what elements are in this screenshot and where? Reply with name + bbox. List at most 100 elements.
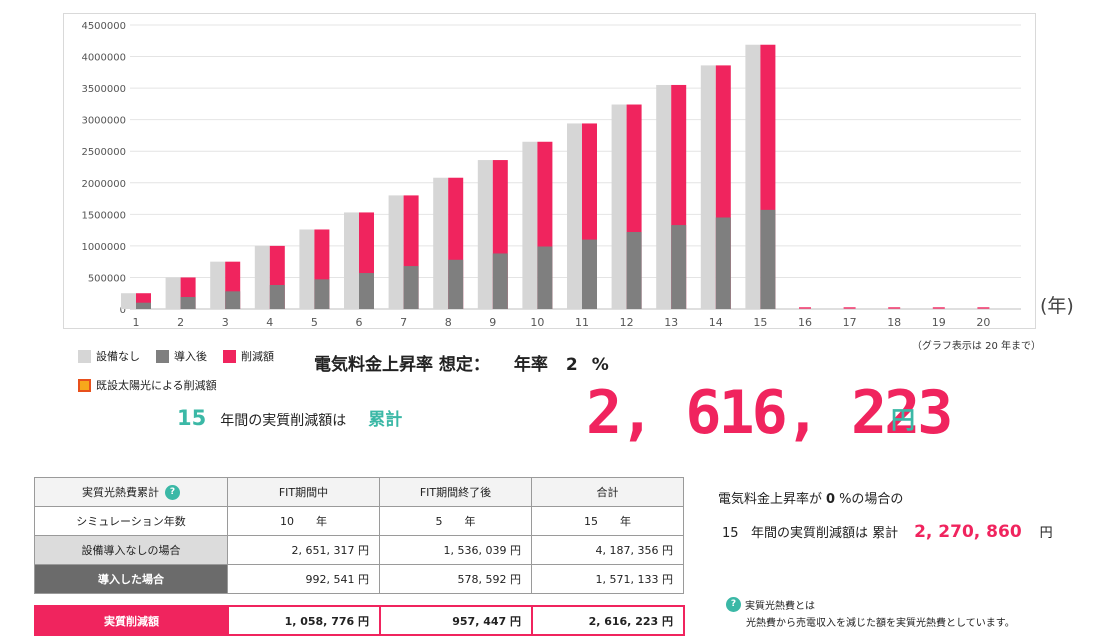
legend-swatch-after (156, 349, 169, 363)
cell-with-after: 578, 592 円 (379, 564, 532, 594)
zero-rate-prefix: 電気料金上昇率が (718, 492, 823, 507)
legend-label-after: 導入後 (174, 350, 207, 363)
legend-swatch-reduction (223, 349, 236, 363)
rate-assumption: 電気料金上昇率 想定： 年率 2% (314, 350, 609, 375)
cell-years-total: 15 年 (531, 506, 684, 536)
legend-item-reduction: 削減額 (223, 348, 274, 364)
cell-years-after: 5 年 (379, 506, 532, 536)
bar-none (611, 104, 627, 310)
cost-table: 実質光熱費累計? FIT期間中 FIT期間終了後 合計 シミュレーション年数 1… (34, 477, 684, 594)
bar-after (760, 209, 776, 309)
x-tick-label: 9 (489, 316, 496, 329)
bar-none (210, 261, 226, 309)
bar-none (522, 141, 538, 309)
legend-label-solar: 既設太陽光による削減額 (96, 379, 217, 392)
zero-rate-text: 年間の実質削減額は 累計 (750, 526, 899, 541)
total-yen-unit: 円 (891, 406, 915, 434)
cell-reduction-after: 957, 447 円 (379, 605, 533, 636)
bar-after (314, 279, 330, 309)
legend-label-reduction: 削減額 (241, 350, 274, 363)
bar-after (492, 253, 508, 309)
help-icon[interactable]: ? (165, 485, 180, 501)
zero-rate-years: 15 (722, 526, 739, 541)
zero-rate-yen: 円 (1039, 526, 1053, 541)
y-tick-label: 3500000 (81, 84, 126, 95)
bar-none (745, 44, 761, 309)
cell-with-total: 1, 571, 133 円 (531, 564, 684, 594)
bar-none (388, 195, 404, 309)
table-row-reduction: 実質削減額 1, 058, 776 円 957, 447 円 2, 616, 2… (34, 605, 685, 636)
header-total: 合計 (531, 477, 684, 507)
bar-after (180, 297, 196, 309)
x-tick-label: 13 (664, 316, 678, 329)
bar-none (433, 177, 449, 309)
legend-swatch-solar (78, 378, 91, 392)
rate-label: 年率 (513, 355, 548, 375)
bar-zero (932, 307, 945, 309)
info-note: ? 実質光熱費とは 光熱費から売電収入を減じた額を実質光熱費としています。 (726, 597, 1015, 629)
x-tick-label: 11 (575, 316, 589, 329)
header-cumulative: 実質光熱費累計? (34, 477, 228, 507)
y-tick-label: 500000 (88, 273, 126, 284)
bar-zero (843, 307, 856, 309)
table-header-row: 実質光熱費累計? FIT期間中 FIT期間終了後 合計 (34, 477, 684, 507)
bar-after (136, 302, 151, 309)
years-text: 年間の実質削減額は (220, 413, 347, 429)
cell-reduction-fit: 1, 058, 776 円 (227, 605, 381, 636)
bar-none (344, 212, 359, 309)
bar-after (448, 259, 464, 309)
x-tick-label: 10 (530, 316, 544, 329)
bar-chart: 0 500000 1000000 1500000 2000000 2500000 30000… (81, 21, 1021, 329)
x-tick-label: 5 (311, 316, 318, 329)
x-tick-label: 1 (133, 316, 140, 329)
bar-after (359, 273, 374, 309)
legend-item-none: 設備なし (78, 348, 140, 364)
cell-with-fit: 992, 541 円 (227, 564, 380, 594)
bar-none (299, 229, 315, 309)
bar-none (254, 245, 270, 309)
y-tick-label: 2500000 (81, 147, 126, 158)
header-fit-after: FIT期間終了後 (379, 477, 532, 507)
y-tick-label: 4000000 (81, 53, 126, 64)
info-title: 実質光熱費とは (745, 601, 815, 612)
x-tick-label: 16 (798, 316, 812, 329)
rate-unit: % (591, 355, 609, 375)
row-label-years: シミュレーション年数 (34, 506, 228, 536)
years-summary: 15 年間の実質削減額は 累計 (177, 405, 402, 430)
ruikei-label: 累計 (368, 410, 403, 430)
zero-rate-value: 0 (826, 492, 836, 507)
x-tick-label: 8 (445, 316, 452, 329)
y-tick-label: 2000000 (81, 179, 126, 190)
x-tick-label: 15 (753, 316, 767, 329)
bar-zero (799, 307, 811, 309)
total-reduction-amount: 2, 616, 223 (586, 378, 953, 448)
bar-after (626, 232, 642, 309)
zero-rate-line: 電気料金上昇率が 0 %の場合の (718, 488, 903, 507)
row-label-reduction: 実質削減額 (34, 605, 229, 636)
x-tick-label: 7 (400, 316, 407, 329)
help-icon[interactable]: ? (726, 597, 741, 612)
cell-none-total: 4, 187, 356 円 (531, 535, 684, 565)
legend-swatch-none (78, 349, 91, 363)
bar-none (656, 84, 672, 309)
row-label-none: 設備導入なしの場合 (34, 535, 228, 565)
bar-zero (977, 307, 990, 309)
bar-none (165, 277, 181, 309)
bar-after (269, 285, 285, 309)
table-row-none: 設備導入なしの場合 2, 651, 317 円 1, 536, 039 円 4,… (34, 535, 684, 565)
cell-reduction-total: 2, 616, 223 円 (531, 605, 685, 636)
bar-none (477, 160, 493, 309)
y-tick-label: 4500000 (81, 21, 126, 32)
bar-after (403, 266, 419, 309)
x-tick-label: 18 (887, 316, 901, 329)
x-axis-unit: (年) (1040, 295, 1074, 317)
header-fit-during: FIT期間中 (227, 477, 380, 507)
bar-after (582, 239, 597, 309)
legend-item-after: 導入後 (156, 348, 207, 364)
x-tick-label: 12 (620, 316, 634, 329)
x-tick-label: 20 (976, 316, 990, 329)
x-tick-label: 19 (932, 316, 946, 329)
info-description: 光熱費から売電収入を減じた額を実質光熱費としています。 (746, 618, 1015, 629)
legend-label-none: 設備なし (96, 350, 140, 363)
chart-legend: 設備なし 導入後 削減額 既設太陽光による削減額 (78, 348, 290, 393)
